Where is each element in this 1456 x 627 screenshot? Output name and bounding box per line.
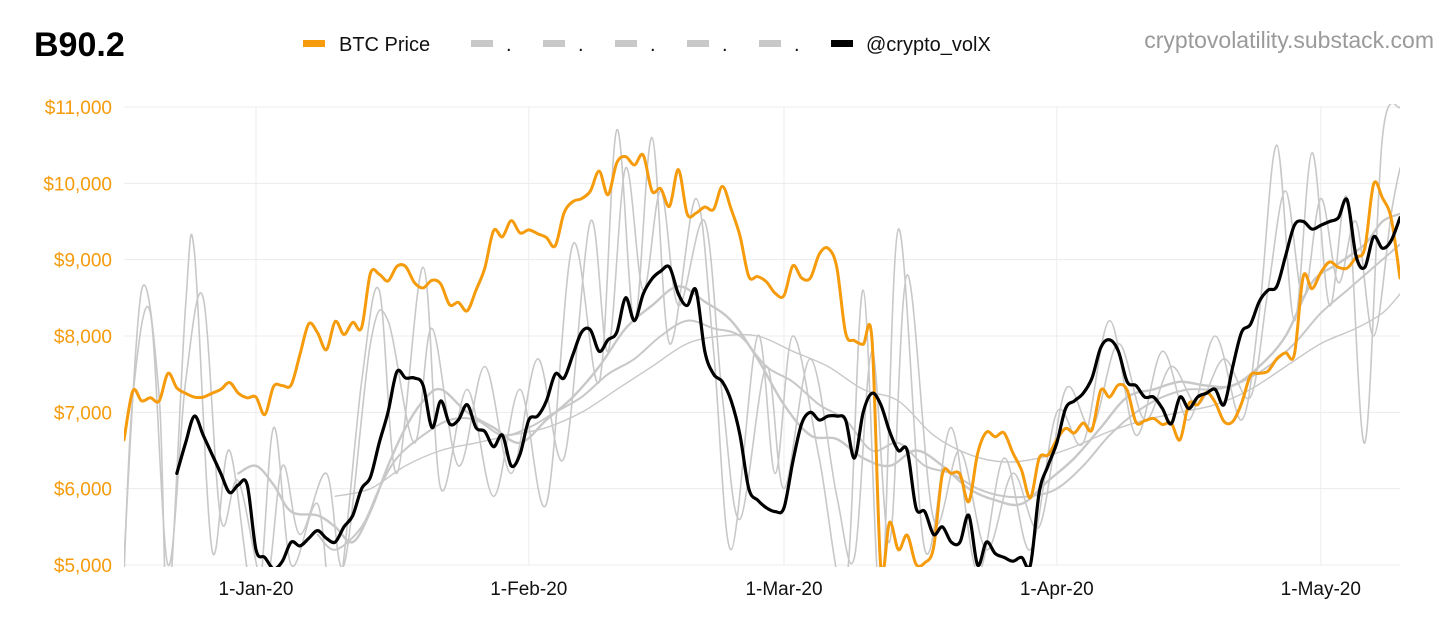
- y-tick-label: $5,000: [54, 556, 112, 577]
- legend-label-btc: BTC Price: [339, 34, 430, 56]
- series-line-gray-5: [334, 293, 1400, 497]
- legend-label-gray-3: .: [650, 34, 656, 56]
- y-tick-label: $10,000: [43, 174, 112, 195]
- series-line-gray-3: [237, 212, 1400, 544]
- legend-swatch-gray-4: [687, 40, 709, 47]
- y-axis: $5,000 $6,000 $7,000 $8,000 $9,000 $10,000 $11…: [43, 98, 112, 577]
- legend: BTC Price . . . . . @crypto_volX: [303, 34, 991, 56]
- gridlines: [124, 106, 1400, 566]
- x-tick-label: 1-Apr-20: [1020, 579, 1094, 600]
- x-tick-label: 1-Jan-20: [219, 579, 294, 600]
- y-tick-label: $8,000: [54, 327, 112, 348]
- legend-label-gray-4: .: [722, 34, 728, 56]
- legend-swatch-gray-2: [543, 40, 565, 47]
- series-line-crypto-volx: [175, 197, 1400, 567]
- legend-label-gray-1: .: [506, 34, 512, 56]
- legend-swatch-gray-5: [759, 40, 781, 47]
- y-tick-label: $6,000: [54, 480, 112, 501]
- legend-swatch-vol: [831, 40, 853, 47]
- series-layer: [124, 104, 1400, 567]
- source-credit: cryptovolatility.substack.com: [1144, 27, 1434, 53]
- legend-label-vol: @crypto_volX: [866, 34, 991, 56]
- legend-swatch-gray-3: [615, 40, 637, 47]
- legend-swatch-btc: [303, 40, 325, 47]
- y-tick-label: $11,000: [45, 98, 112, 119]
- series-line-gray-2: [124, 167, 1400, 567]
- x-axis: 1-Jan-20 1-Feb-20 1-Mar-20 1-Apr-20 1-May-20: [219, 579, 1361, 600]
- legend-swatch-gray-1: [471, 40, 493, 47]
- chart-title: B90.2: [34, 26, 125, 64]
- x-tick-label: 1-Mar-20: [745, 579, 822, 600]
- legend-label-gray-2: .: [578, 34, 584, 56]
- y-tick-label: $9,000: [54, 251, 112, 272]
- y-tick-label: $7,000: [54, 403, 112, 424]
- x-tick-label: 1-Feb-20: [490, 579, 567, 600]
- x-tick-label: 1-May-20: [1281, 579, 1361, 600]
- legend-label-gray-5: .: [794, 34, 800, 56]
